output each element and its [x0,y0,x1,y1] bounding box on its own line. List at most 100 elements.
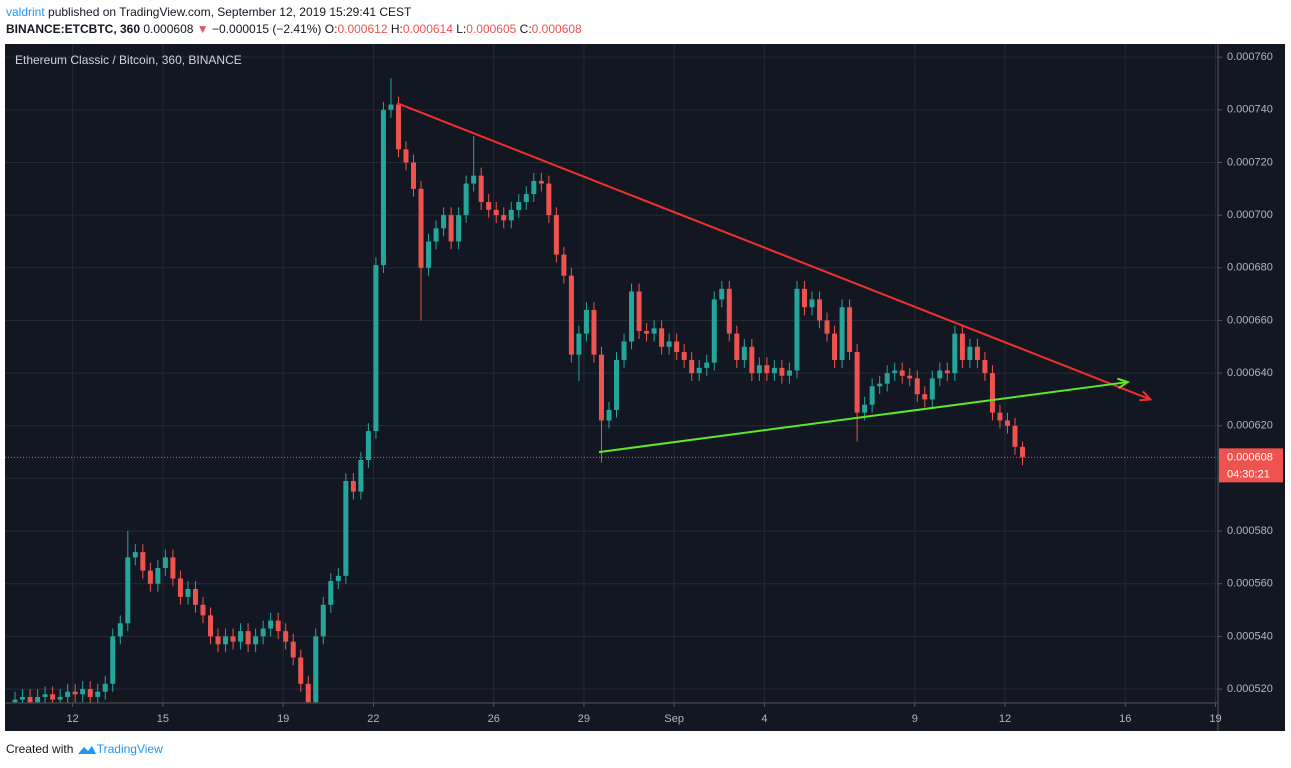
candle-body [238,631,244,642]
candle-body [704,362,710,368]
candle-body [350,481,356,492]
chart: Ethereum Classic / Bitcoin, 360, BINANCE… [5,44,1285,731]
candle-body [741,346,747,360]
candle-body [877,383,883,387]
brand: TradingView [96,742,163,756]
candle-body [847,307,853,353]
candle-body [982,359,988,374]
created: Created with [6,742,74,756]
candle-body [463,183,469,216]
x-tick-label: 22 [367,713,379,725]
y-tick-label: 0.000660 [1227,314,1273,326]
last-price: 0.000608 [143,22,194,36]
candle-body [260,628,266,637]
candle-body [433,228,439,242]
candle-body [869,386,875,405]
candle-body [523,194,529,202]
candle-body [298,657,304,684]
candle-body [801,288,807,308]
candle-body [771,367,777,374]
y-tick-label: 0.000560 [1227,578,1273,590]
candle-body [125,557,131,624]
candle-body [102,683,108,692]
l-value: 0.000605 [466,22,517,36]
candle-body [268,620,274,629]
candle-body [95,691,101,697]
candle-body [546,183,552,216]
candle-body [35,696,41,703]
candle-body [170,557,176,579]
candle-body [794,288,800,371]
candle-body [576,333,582,355]
candle-body [185,588,191,597]
candle-body [147,570,153,584]
candle-body [553,215,559,255]
candle-body [27,696,33,703]
candle-body [373,265,379,432]
published: published on TradingView.com, September … [48,5,412,19]
candle-body [117,623,123,637]
x-tick-label: 19 [277,713,289,725]
candle-body [689,359,695,374]
candle-body [478,175,484,202]
y-tick-label: 0.000580 [1227,525,1273,537]
trend-line [598,381,1128,454]
candle-body [275,620,281,632]
candle-body [20,696,26,700]
plot [5,78,1218,703]
x-tick-label: 12 [67,713,79,725]
x-tick-label: Sep [664,713,684,725]
arrow-head [1139,390,1153,402]
candle-body [223,636,229,645]
chart-title: Ethereum Classic / Bitcoin, 360, BINANCE [15,53,242,67]
candle-body [411,162,417,189]
candle-body [335,575,341,582]
candle-body [531,180,537,195]
h-label: H: [390,22,403,36]
arrow: ▼ [196,22,209,36]
candle-body [471,175,477,184]
y-tick-label: 0.000720 [1227,156,1273,168]
candle-body [1004,420,1010,426]
x-tick-label: 26 [488,713,500,725]
candle-body [989,373,995,413]
change: −0.000015 (−2.41%) [212,22,322,36]
candle-body [568,275,574,355]
last-price-box [1219,448,1283,483]
candle-body [997,412,1003,421]
c-value: 0.000608 [531,22,582,36]
o-value: 0.000612 [337,22,388,36]
candle-body [786,370,792,376]
candle-body [644,330,650,334]
candle-body [80,689,86,695]
axes: 0.0005200.0005400.0005600.0005800.000600… [67,51,1283,725]
candle-body [779,367,785,376]
candle-body [486,201,492,210]
candle-body [832,333,838,360]
candle-body [854,352,860,413]
candle-body [313,636,319,703]
candle-body [72,691,78,695]
candle-body [666,341,672,347]
candle-body [140,552,146,571]
candle-body [426,241,432,268]
candle-body [944,370,950,374]
chart-background [5,44,1285,731]
candle-body [12,699,18,703]
candle-body [583,309,589,334]
candle-body [696,367,702,374]
candle-body [253,636,259,645]
candle-body [839,307,845,360]
y-tick-label: 0.000700 [1227,209,1273,221]
h-value: 0.000614 [402,22,453,36]
y-tick-label: 0.000740 [1227,104,1273,116]
candle-body [65,691,71,697]
trend-line [396,102,1151,401]
candle-body [508,209,514,221]
symbol: BINANCE:ETCBTC, 360 [6,22,141,36]
y-tick-label: 0.000540 [1227,630,1273,642]
candle-body [456,215,462,242]
x-tick-label: 15 [157,713,169,725]
candle-body [245,631,251,645]
l-label: L: [456,22,467,36]
